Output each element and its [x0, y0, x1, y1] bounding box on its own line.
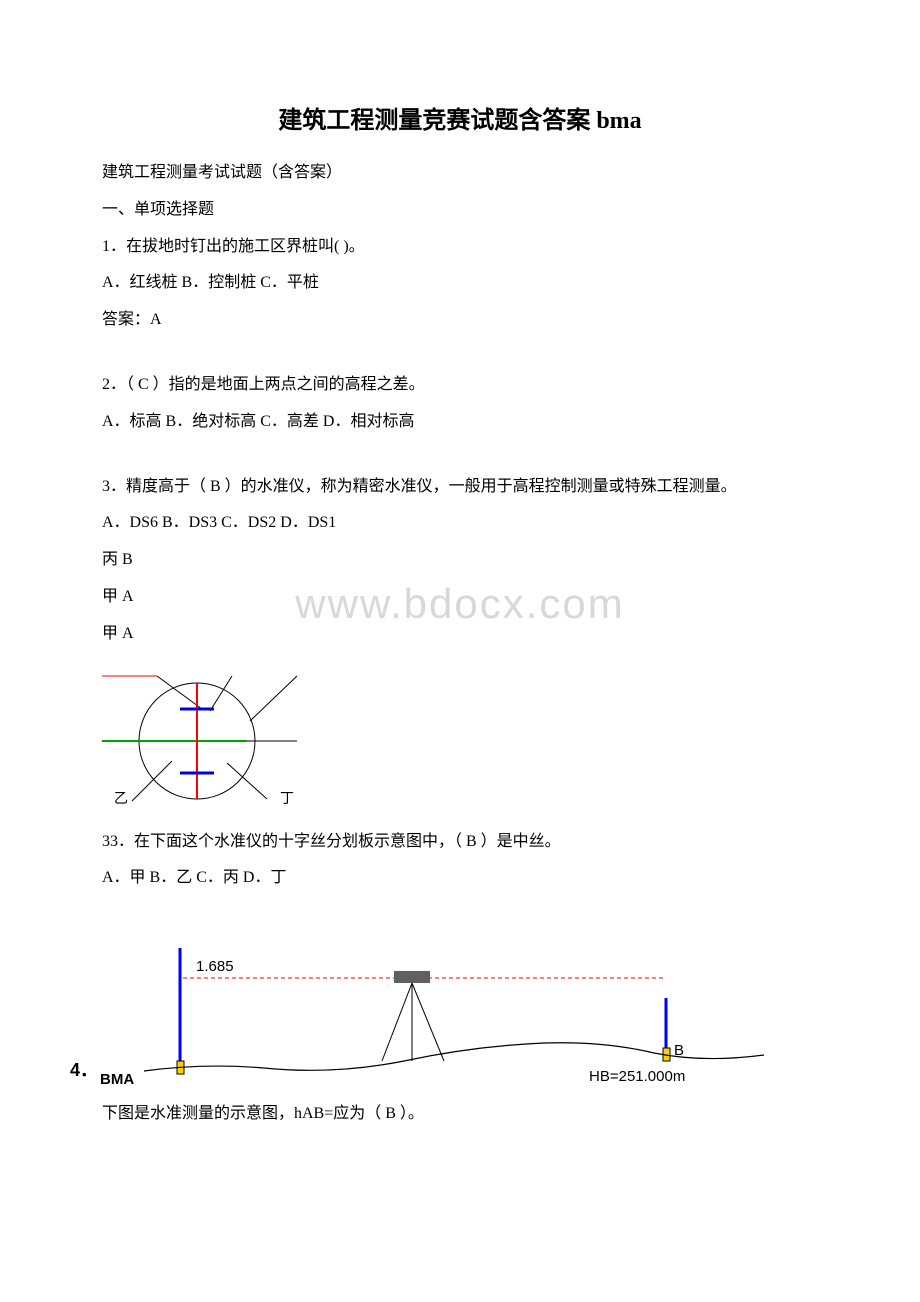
q2-options: A．标高 B．绝对标高 C．高差 D．相对标高: [70, 404, 850, 441]
document-content: 建筑工程测量竞赛试题含答案 bma 建筑工程测量考试试题（含答案） 一、单项选择…: [70, 100, 850, 1133]
bma-label: BMA: [100, 1071, 134, 1088]
label-bingB: 丙 B: [70, 542, 850, 579]
q2-text: 2．（ C ）指的是地面上两点之间的高程之差。: [70, 367, 850, 404]
page-title: 建筑工程测量竞赛试题含答案 bma: [70, 100, 850, 135]
q3-options: A．DS6 B．DS3 C．DS2 D．DS1: [70, 505, 850, 542]
svg-text:丁: 丁: [280, 792, 294, 807]
q3-text: 3．精度高于（ B ）的水准仪，称为精密水准仪，一般用于高程控制测量或特殊工程测…: [70, 469, 850, 506]
q1-options: A．红线桩 B．控制桩 C．平桩: [70, 265, 850, 302]
q33-options: A．甲 B．乙 C．丙 D．丁: [70, 860, 850, 897]
svg-text:B: B: [674, 1042, 684, 1059]
label-jiaA2: 甲 A: [70, 616, 850, 653]
svg-text:HB=251.000m: HB=251.000m: [589, 1068, 685, 1085]
crosshair-diagram: 乙丁: [102, 661, 850, 816]
subtitle: 建筑工程测量考试试题（含答案）: [70, 155, 850, 192]
q4-text: 下图是水准测量的示意图，hAB=应为（ B ）。: [70, 1096, 850, 1133]
section-heading: 一、单项选择题: [70, 192, 850, 229]
q4-number: 4．: [70, 1056, 98, 1082]
svg-text:乙: 乙: [114, 791, 128, 807]
label-jiaA1: 甲 A: [70, 579, 850, 616]
q33-text: 33．在下面这个水准仪的十字丝分划板示意图中，（ B ）是中丝。: [70, 824, 850, 861]
leveling-diagram-row: 4． BMA 1.685 B HB=251.000m: [70, 943, 850, 1088]
svg-text:1.685: 1.685: [196, 958, 234, 975]
q1-answer: 答案：A: [70, 302, 850, 339]
q1-text: 1．在拔地时钉出的施工区界桩叫( )。: [70, 229, 850, 266]
